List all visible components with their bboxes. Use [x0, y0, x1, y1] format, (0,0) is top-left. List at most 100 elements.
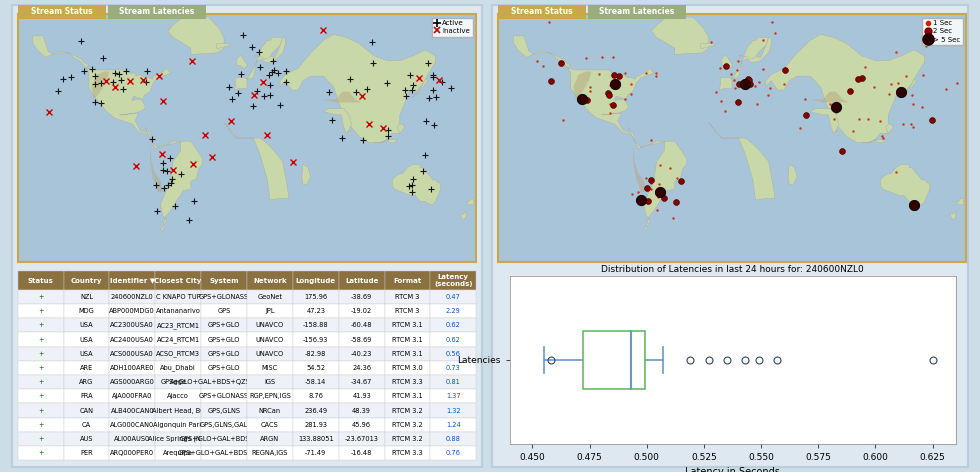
- Point: [535, 63, 551, 70]
- Point: [607, 80, 623, 88]
- Point: [591, 70, 607, 77]
- Point: [925, 117, 941, 124]
- Point: [631, 188, 647, 196]
- Point: [777, 67, 793, 74]
- Point: [582, 83, 598, 91]
- Point: [822, 101, 838, 108]
- Text: Stream Latencies: Stream Latencies: [600, 7, 674, 17]
- Point: [574, 95, 590, 103]
- Point: [846, 127, 861, 135]
- Point: [643, 185, 659, 193]
- Point: [582, 88, 598, 95]
- Point: [894, 88, 909, 95]
- Point: [742, 80, 758, 87]
- Point: [579, 96, 595, 103]
- Point: [883, 80, 899, 87]
- Point: [541, 18, 557, 25]
- Point: [640, 197, 656, 204]
- Point: [603, 100, 618, 108]
- Point: [643, 177, 659, 184]
- Point: [717, 107, 733, 115]
- Point: [742, 76, 758, 84]
- Point: [709, 88, 724, 96]
- Point: [798, 111, 813, 118]
- Point: [737, 80, 753, 88]
- Point: [756, 66, 771, 73]
- Point: [657, 194, 672, 202]
- Point: [624, 190, 640, 198]
- Point: [648, 72, 663, 80]
- Point: [851, 115, 866, 122]
- Point: [723, 70, 739, 77]
- Legend: 1 Sec, 2 Sec, > 5 Sec: 1 Sec, 2 Sec, > 5 Sec: [922, 17, 962, 45]
- Legend: Active, Inactive: Active, Inactive: [432, 17, 472, 36]
- Point: [553, 59, 568, 67]
- Point: [915, 72, 931, 79]
- Point: [828, 103, 844, 111]
- Point: [906, 101, 921, 108]
- Text: Stream Status: Stream Status: [512, 7, 572, 17]
- Point: [850, 76, 865, 83]
- Point: [703, 38, 718, 46]
- Point: [633, 196, 649, 204]
- Point: [726, 76, 742, 84]
- Point: [651, 181, 666, 188]
- Point: [653, 188, 668, 196]
- Point: [905, 123, 920, 131]
- Text: Stream Status: Stream Status: [31, 7, 92, 17]
- Point: [623, 90, 639, 98]
- Point: [713, 98, 729, 105]
- Point: [649, 69, 664, 76]
- Point: [665, 215, 681, 222]
- Point: [762, 84, 778, 92]
- Point: [644, 136, 660, 143]
- Point: [875, 135, 891, 142]
- Point: [602, 91, 617, 99]
- Point: [888, 48, 904, 56]
- Point: [889, 168, 905, 176]
- Point: [653, 192, 668, 200]
- Point: [949, 79, 964, 86]
- Point: [639, 184, 655, 192]
- Point: [617, 69, 633, 76]
- Point: [835, 147, 851, 154]
- Point: [617, 95, 633, 102]
- Point: [639, 69, 655, 76]
- Point: [578, 55, 594, 62]
- Point: [623, 80, 639, 87]
- Point: [881, 90, 897, 98]
- Point: [556, 116, 571, 124]
- X-axis label: Latency in Seconds: Latency in Seconds: [685, 467, 780, 472]
- Point: [643, 180, 659, 187]
- Point: [760, 92, 776, 99]
- Point: [859, 115, 875, 123]
- Point: [895, 120, 910, 127]
- Point: [749, 100, 764, 108]
- Point: [914, 103, 930, 111]
- Point: [828, 108, 844, 116]
- Point: [712, 64, 728, 71]
- Point: [874, 132, 890, 139]
- Point: [893, 91, 908, 99]
- Point: [653, 161, 668, 169]
- Point: [605, 101, 620, 109]
- Text: Stream Latencies: Stream Latencies: [120, 7, 194, 17]
- Point: [668, 174, 684, 182]
- Point: [727, 84, 743, 92]
- Point: [612, 73, 627, 80]
- Point: [529, 57, 545, 64]
- Point: [729, 66, 745, 74]
- Point: [890, 79, 906, 87]
- Point: [607, 71, 622, 78]
- Point: [730, 98, 746, 105]
- Title: Distribution of Latencies in last 24 hours for: 240600NZL0: Distribution of Latencies in last 24 hou…: [601, 265, 864, 274]
- Point: [764, 18, 780, 25]
- Point: [740, 79, 756, 87]
- Point: [603, 81, 618, 89]
- Point: [798, 96, 813, 103]
- Point: [906, 201, 922, 209]
- Point: [667, 198, 683, 205]
- Point: [640, 198, 656, 205]
- Point: [756, 36, 771, 44]
- Point: [731, 80, 747, 88]
